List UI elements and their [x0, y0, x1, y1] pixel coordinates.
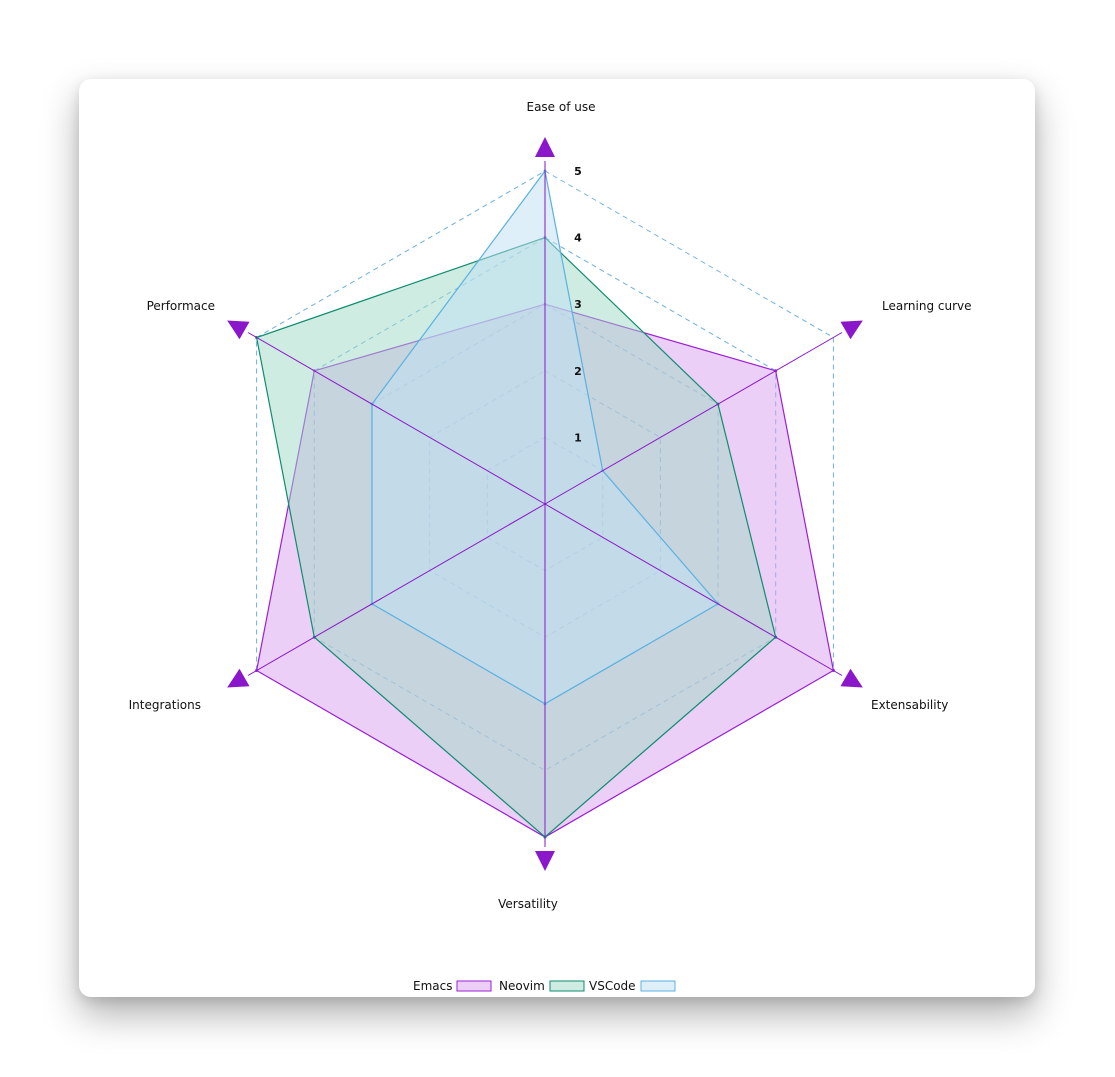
legend-swatch: [456, 980, 492, 992]
legend-item-vscode[interactable]: VSCode: [589, 979, 676, 993]
legend: Emacs Neovim VSCode: [413, 979, 676, 993]
tick-label-2: 2: [574, 365, 582, 378]
axis-arrow-ease-of-use: [535, 137, 555, 157]
axis-line-extensability: [544, 503, 843, 676]
axis-arrow-integrations: [227, 668, 250, 688]
axis-label-integrations: Integrations: [129, 698, 201, 712]
legend-label: Neovim: [499, 979, 545, 993]
axis-label-ease-of-use: Ease of use: [526, 100, 595, 114]
axis-label-learning-curve: Learning curve: [882, 299, 972, 313]
label-layer: Ease of use Learning curve Extensability Ve…: [129, 100, 972, 911]
legend-item-emacs[interactable]: Emacs: [413, 979, 492, 993]
legend-label: VSCode: [589, 979, 636, 993]
axis-line-learning-curve: [544, 332, 843, 505]
legend-label: Emacs: [413, 979, 452, 993]
tick-label-5: 5: [574, 165, 582, 178]
legend-swatch: [549, 980, 585, 992]
axis-layer: [227, 137, 863, 871]
axis-arrow-performace: [227, 320, 250, 340]
legend-item-neovim[interactable]: Neovim: [499, 979, 585, 993]
axis-label-performace: Performace: [147, 299, 215, 313]
axis-line-performace: [247, 332, 546, 505]
tick-label-1: 1: [574, 431, 582, 444]
axis-arrow-learning-curve: [840, 320, 863, 340]
axis-label-extensability: Extensability: [871, 698, 948, 712]
tick-label-3: 3: [574, 298, 582, 311]
axis-label-versatility: Versatility: [498, 897, 558, 911]
axis-line-integrations: [247, 503, 546, 676]
axis-arrow-extensability: [840, 668, 863, 688]
legend-swatch: [640, 980, 676, 992]
axis-arrow-versatility: [535, 851, 555, 871]
tick-label-4: 4: [574, 232, 582, 245]
